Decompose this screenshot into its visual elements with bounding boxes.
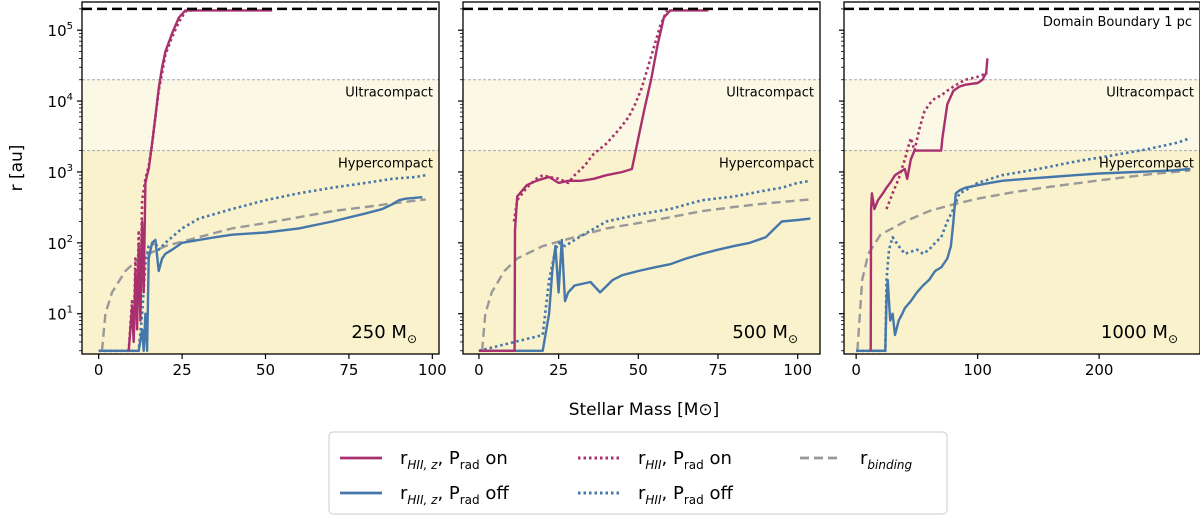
legend-label-r_off: rHII, Prad off	[638, 483, 733, 507]
x-tick-label: 200	[1085, 361, 1114, 379]
panel-mass-label: 1000 M⊙	[1101, 322, 1178, 346]
x-tick-label: 0	[94, 361, 104, 379]
series-line-rbind	[480, 198, 811, 351]
panel-mass-label: 250 M⊙	[351, 322, 417, 346]
hypercompact-label: Hypercompact	[1099, 157, 1194, 172]
x-tick-label: 50	[256, 361, 275, 379]
panel-1: 0 25 50 75 100 101 102 103 104 105 Hypercompact Ult…	[48, 1, 447, 379]
x-tick-label: 0	[851, 361, 861, 379]
series-line-rz_on	[127, 9, 273, 351]
panel-series-group	[856, 58, 1191, 353]
series-line-rz_on	[478, 9, 709, 352]
hypercompact-label: Hypercompact	[338, 157, 433, 172]
panel-series-group	[478, 9, 811, 353]
series-line-r_on	[885, 71, 988, 210]
panel-3: 0 100 200 Hypercompact Ultracompact 1000 M⊙	[839, 1, 1200, 379]
x-axis-label: Stellar Mass [M⊙]	[569, 400, 720, 420]
panel-frame	[843, 1, 1200, 355]
panel-series-group	[98, 9, 426, 353]
series-line-rz_on	[869, 58, 989, 351]
panel-frame	[462, 1, 821, 355]
series-line-rz_off	[856, 167, 1191, 352]
x-tick-label: 75	[708, 361, 727, 379]
ultracompact-label: Ultracompact	[726, 86, 814, 101]
x-tick-label: 25	[549, 361, 568, 379]
y-tick-label: 102	[48, 234, 73, 253]
hypercompact-label: Hypercompact	[719, 157, 814, 172]
series-line-r_on	[127, 9, 193, 351]
y-tick-label: 101	[48, 305, 73, 324]
ultracompact-region	[844, 79, 1200, 151]
legend-label-rz_off: rHII, z, Prad off	[400, 483, 509, 507]
hypercompact-region	[463, 150, 820, 354]
y-tick-label: 103	[48, 163, 73, 182]
series-line-rz_off	[478, 217, 811, 352]
ultracompact-label: Ultracompact	[1106, 86, 1194, 101]
series-line-rbind	[856, 169, 1191, 351]
x-tick-label: 100	[418, 361, 447, 379]
ultracompact-region	[463, 79, 820, 151]
series-line-r_on	[512, 9, 669, 222]
y-axis-label: r [au]	[7, 145, 27, 192]
ultracompact-region	[82, 79, 439, 151]
x-tick-label: 25	[173, 361, 192, 379]
legend-label-r_on: rHII, Prad on	[638, 448, 732, 472]
x-tick-label: 0	[474, 361, 484, 379]
x-tick-label: 50	[629, 361, 648, 379]
domain-boundary-label: Domain Boundary 1 pc	[1043, 15, 1192, 30]
series-line-rbind	[100, 198, 426, 351]
panel-2: 0 25 50 75 100 Hypercompact Ultracompact 500 M⊙	[458, 1, 821, 379]
series-line-rz_off	[98, 196, 423, 352]
legend-label-rbind: rbinding	[860, 448, 913, 472]
x-tick-label: 100	[963, 361, 992, 379]
y-tick-label: 105	[48, 21, 73, 40]
x-tick-label: 100	[783, 361, 812, 379]
panel-frame	[81, 1, 440, 355]
panel-mass-label: 500 M⊙	[732, 322, 798, 346]
series-line-r_off	[478, 179, 811, 353]
legend-box	[328, 431, 948, 515]
series-line-r_off	[98, 173, 426, 353]
y-tick-label: 104	[48, 92, 73, 111]
legend-label-rz_on: rHII, z, Prad on	[400, 448, 508, 472]
x-tick-label: 75	[339, 361, 358, 379]
ultracompact-label: Ultracompact	[345, 86, 433, 101]
legend: rHII, z, Prad on rHII, z, Prad off rHII, P…	[328, 431, 948, 515]
